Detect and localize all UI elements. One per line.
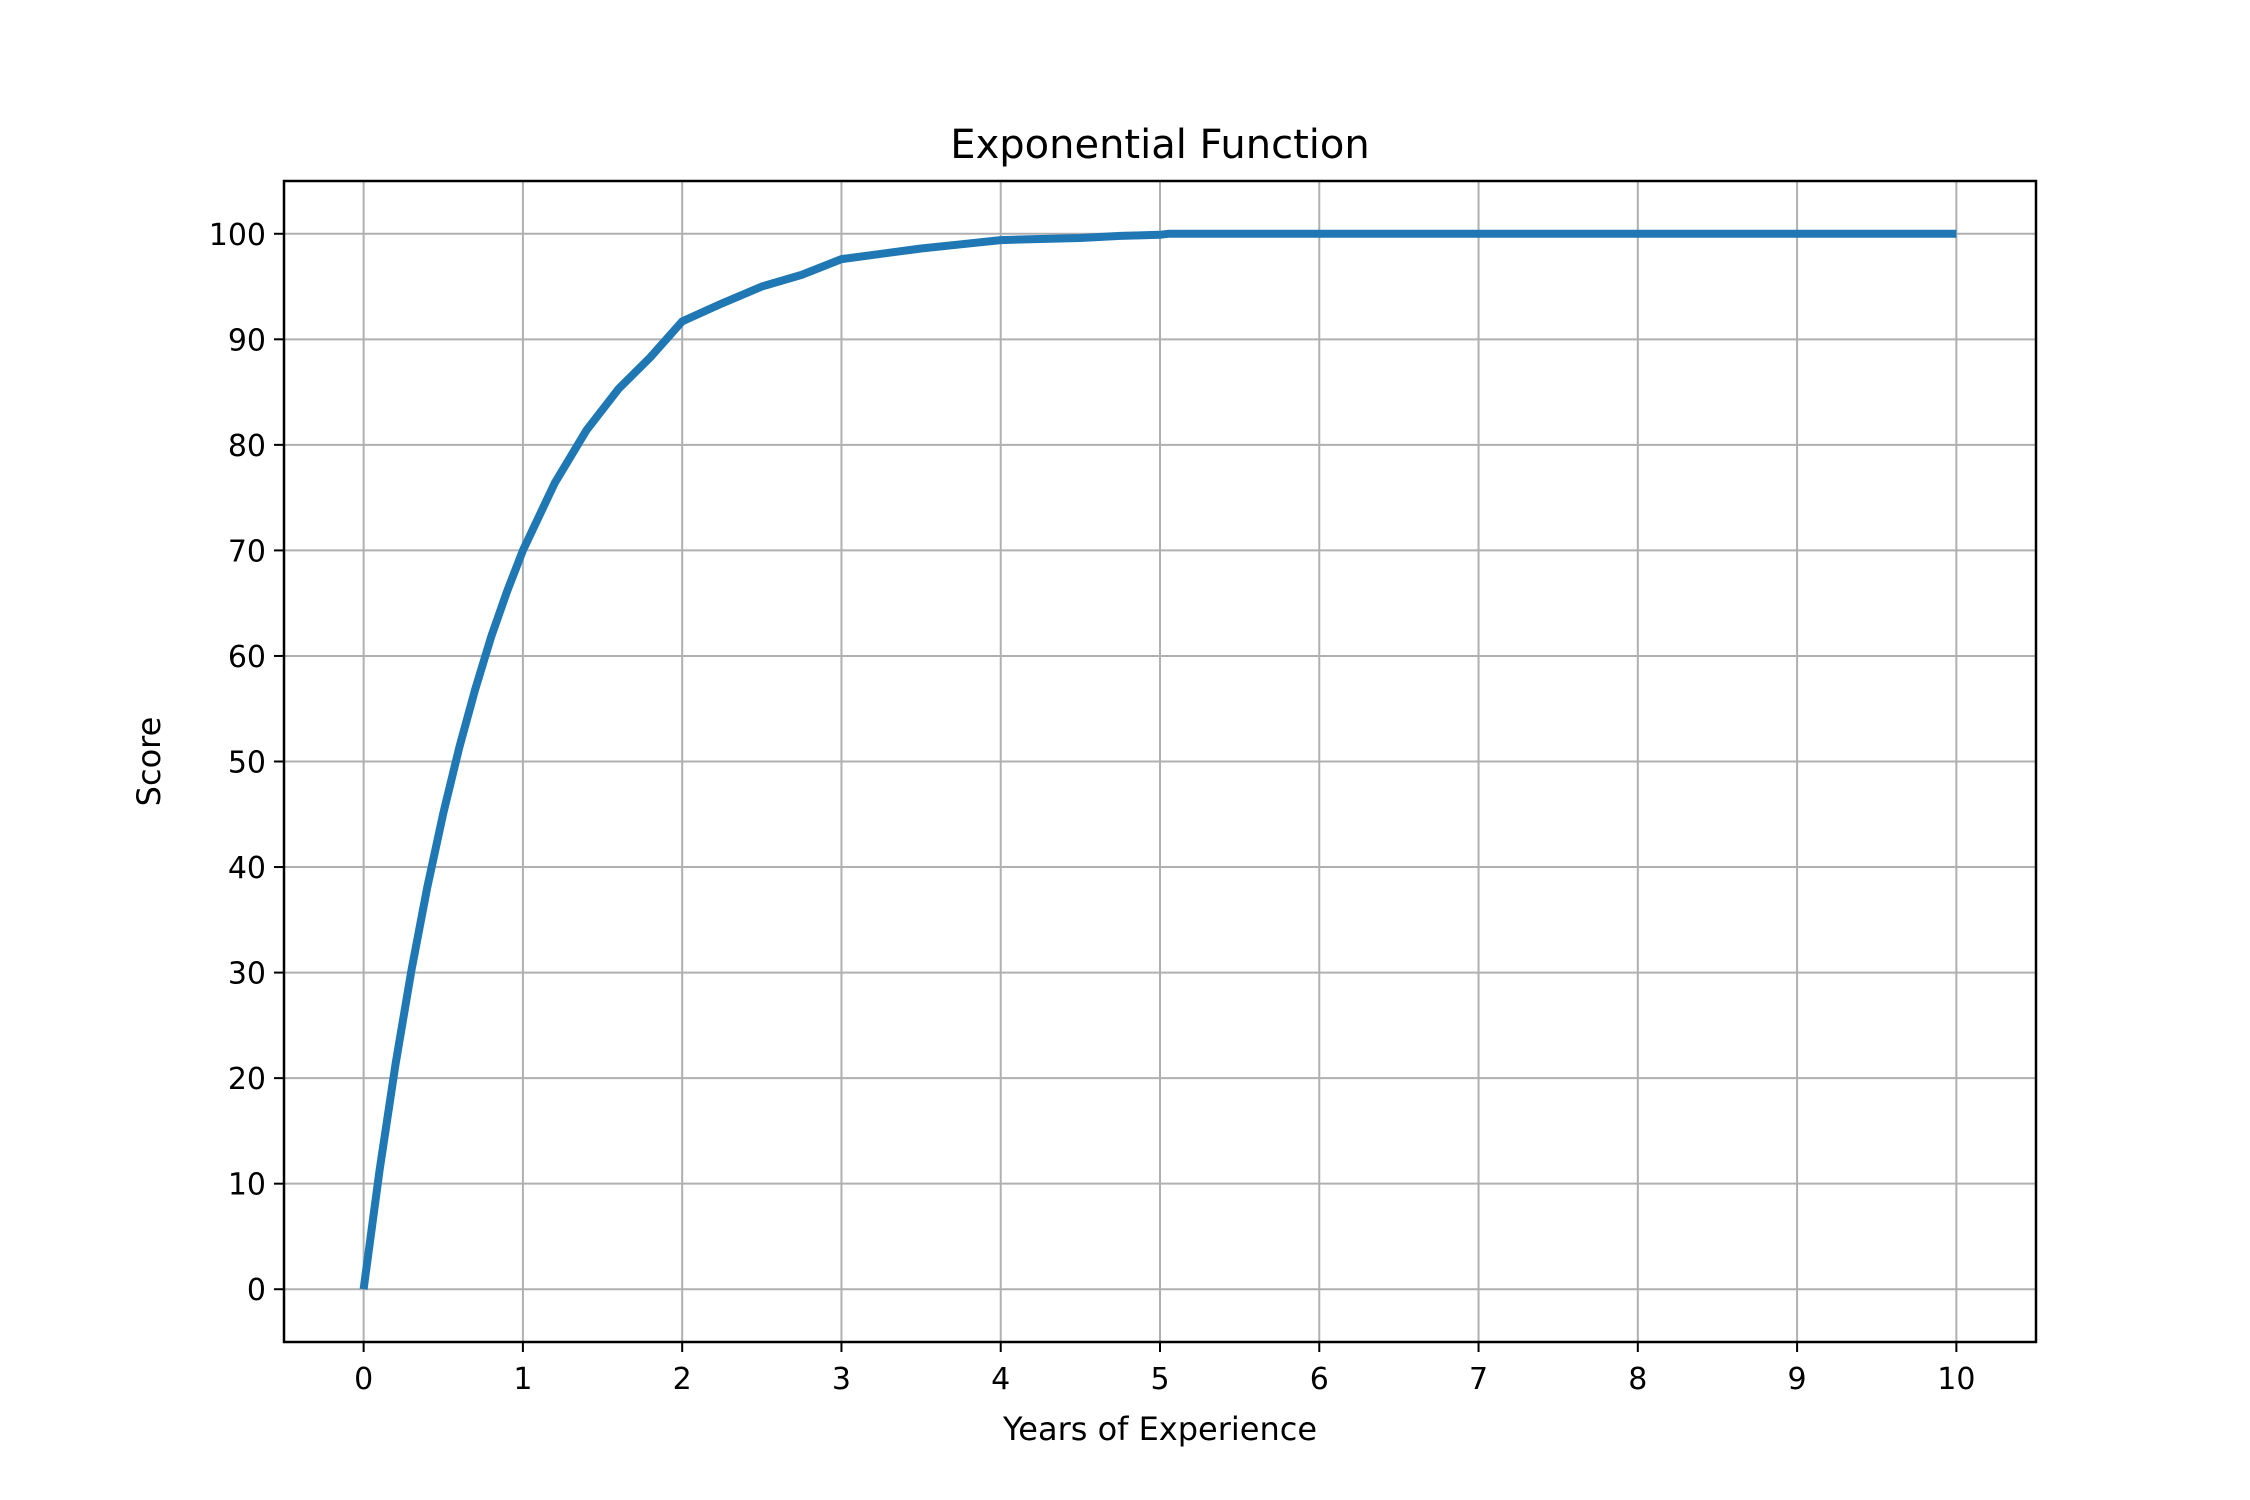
x-tick-label-3: 3 <box>832 1362 851 1397</box>
y-axis-title: Score <box>130 717 168 807</box>
series-layer <box>359 229 1957 1290</box>
y-tick-label-7: 70 <box>228 534 266 569</box>
x-tick-label-1: 1 <box>513 1362 532 1397</box>
x-tick-label-10: 10 <box>1937 1362 1975 1397</box>
x-tick-label-0: 0 <box>354 1362 373 1397</box>
x-tick-label-8: 8 <box>1628 1362 1647 1397</box>
x-tick-label-5: 5 <box>1150 1362 1169 1397</box>
y-tick-label-3: 30 <box>228 957 266 992</box>
x-tick-label-6: 6 <box>1310 1362 1329 1397</box>
y-tick-label-8: 80 <box>228 429 266 464</box>
chart-title: Exponential Function <box>950 122 1369 168</box>
x-axis-title: Years of Experience <box>1002 1410 1317 1448</box>
x-tick-label-7: 7 <box>1469 1362 1488 1397</box>
x-tick-label-2: 2 <box>673 1362 692 1397</box>
y-tick-label-4: 40 <box>228 851 266 886</box>
y-tick-label-9: 90 <box>228 323 266 358</box>
y-tick-label-0: 0 <box>247 1273 266 1308</box>
y-tick-label-6: 60 <box>228 640 266 675</box>
y-tick-label-10: 100 <box>209 218 266 253</box>
y-tick-label-1: 10 <box>228 1168 266 1203</box>
x-tick-label-9: 9 <box>1788 1362 1807 1397</box>
y-tick-label-2: 20 <box>228 1062 266 1097</box>
series-line-0 <box>359 229 1957 1290</box>
y-tick-label-5: 50 <box>228 746 266 781</box>
x-tick-label-4: 4 <box>991 1362 1010 1397</box>
